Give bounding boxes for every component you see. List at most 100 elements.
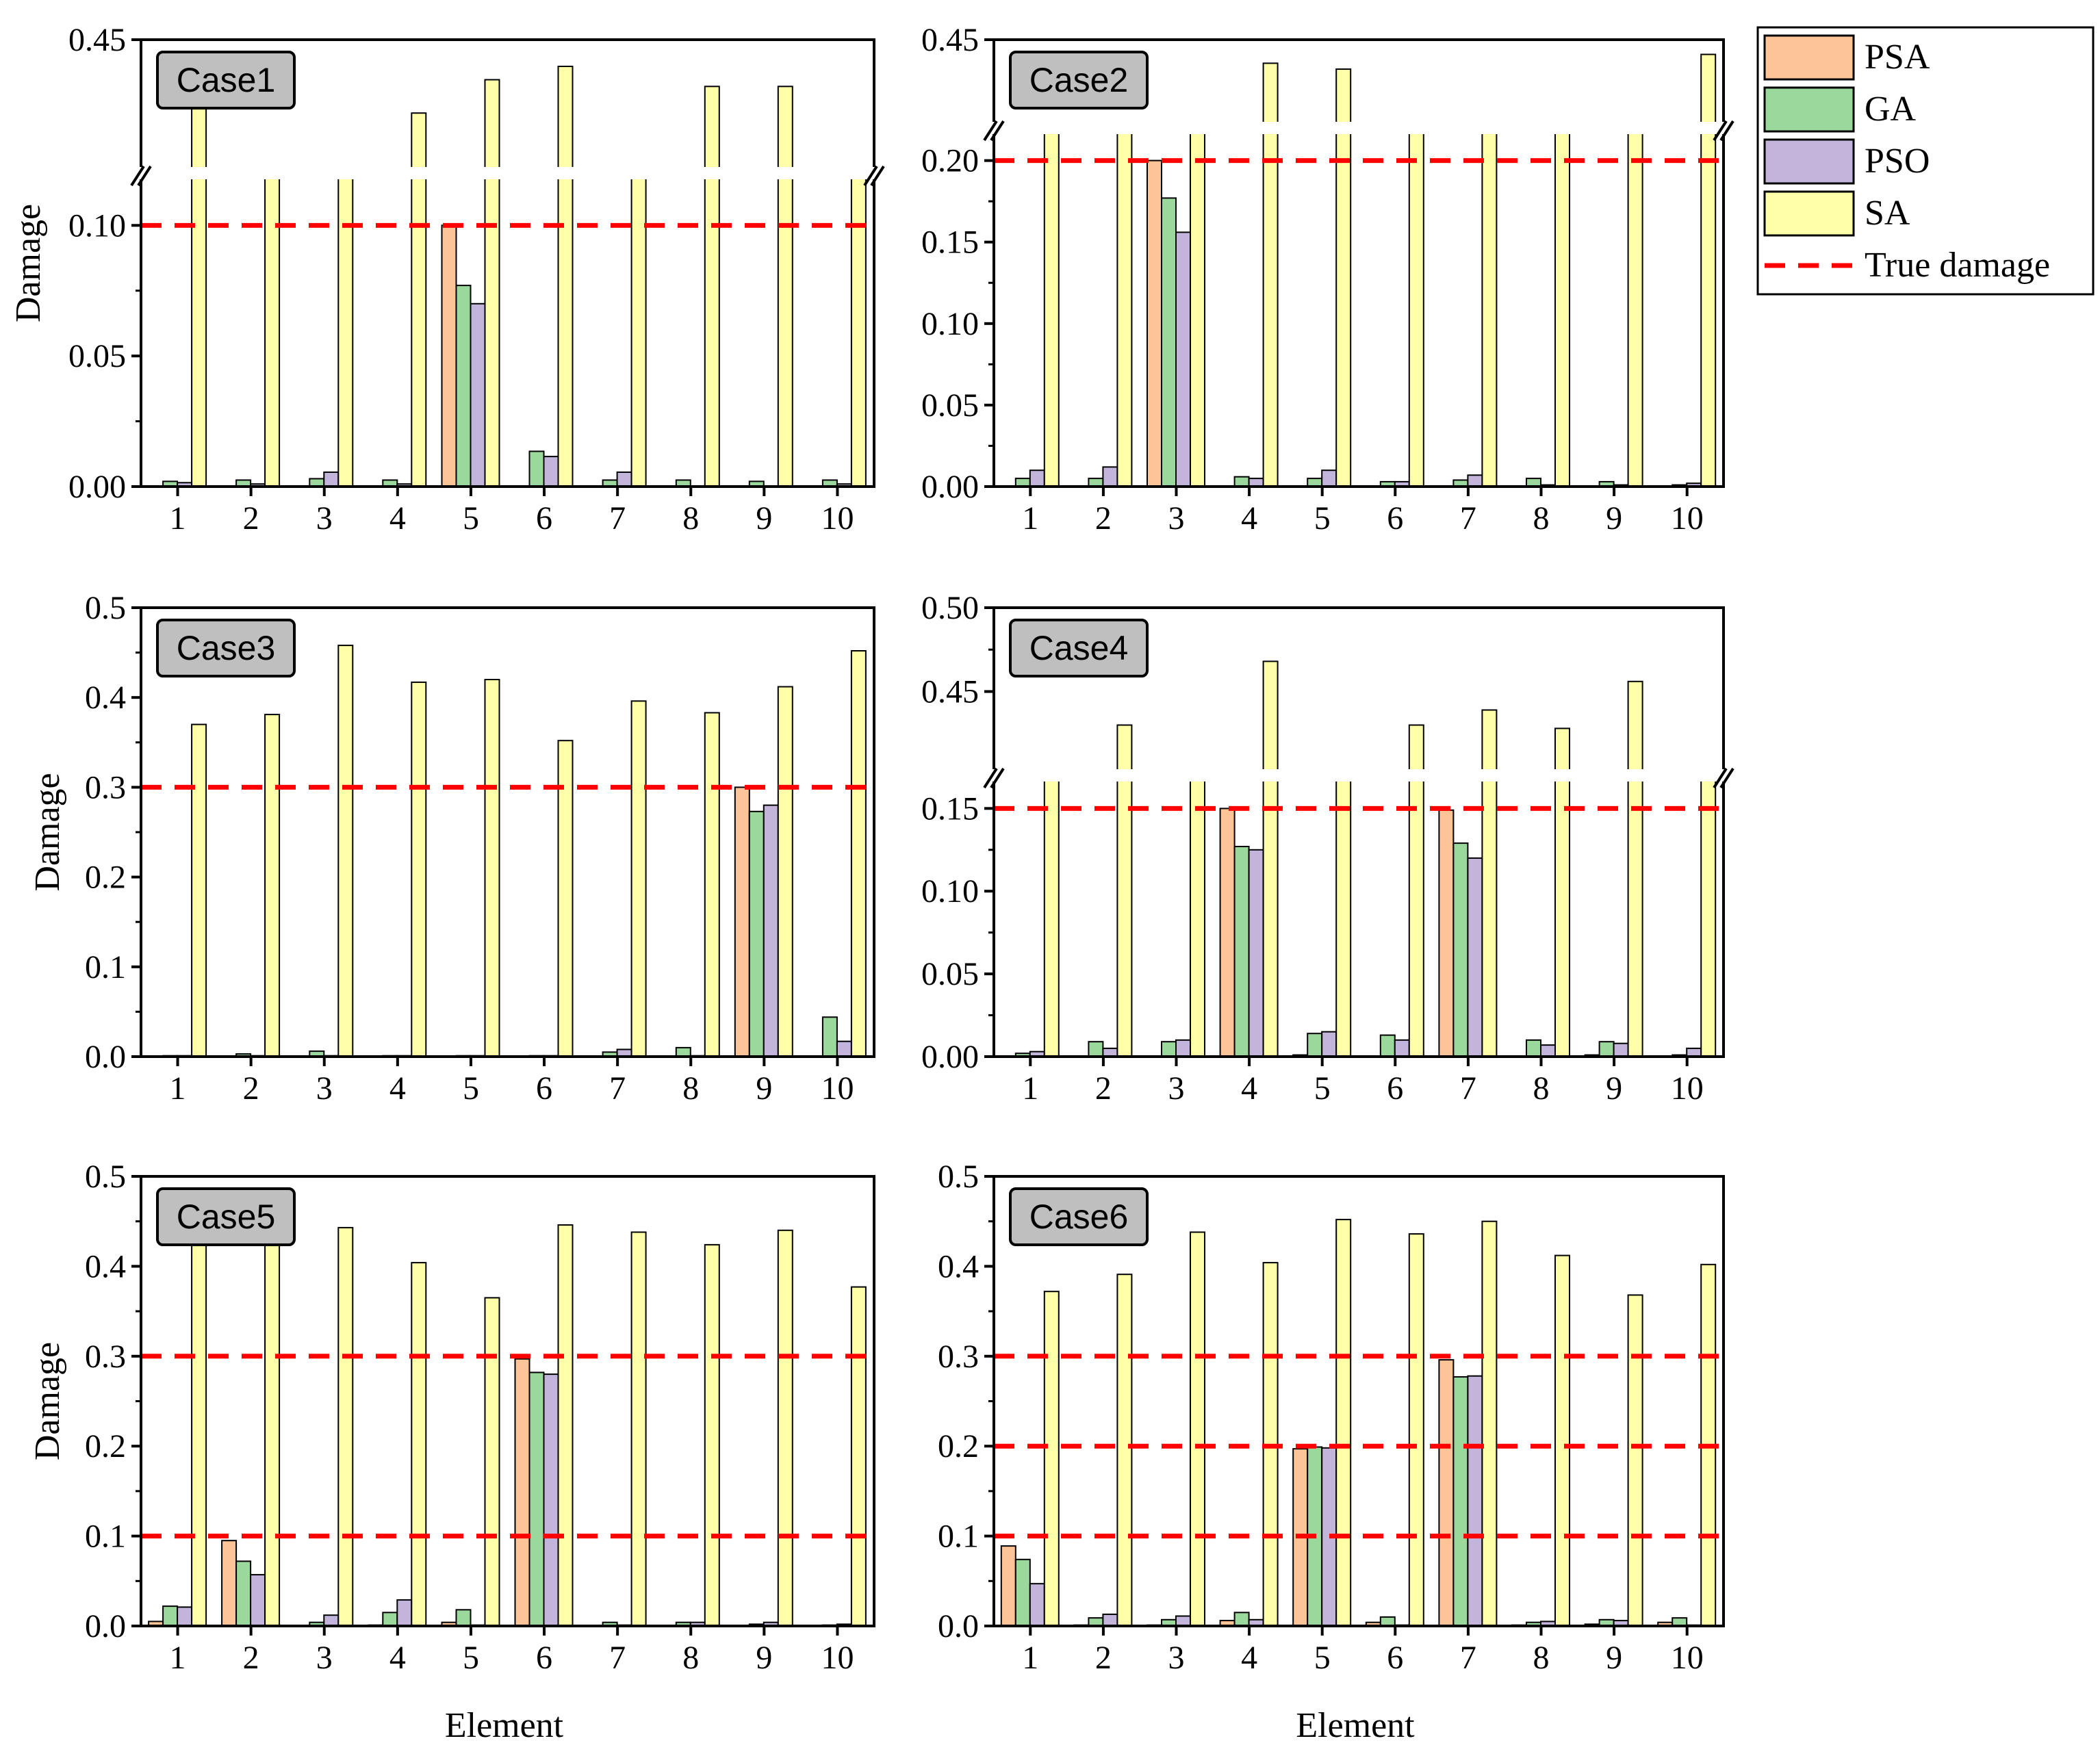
axes-frame xyxy=(993,38,1725,488)
bar-pso-3 xyxy=(1175,1615,1191,1627)
x-tick-label: 4 xyxy=(1241,1070,1257,1107)
bar-sa-9 xyxy=(1627,127,1643,487)
bars xyxy=(162,66,867,488)
legend-entry: SA xyxy=(1763,190,1910,237)
bar-sa-7 xyxy=(630,172,647,487)
y-tick-label: 0.0 xyxy=(85,1039,126,1075)
axes-frame xyxy=(140,38,875,488)
bar-ga-5 xyxy=(1307,1033,1323,1057)
bar-ga-7 xyxy=(1452,842,1469,1057)
y-tick-label: 0.45 xyxy=(921,674,979,710)
bar-sa-6 xyxy=(557,66,574,487)
y-tick-label: 0.00 xyxy=(921,469,979,505)
bar-ga-4 xyxy=(1233,476,1250,488)
y-tick-label: 0.1 xyxy=(85,1519,126,1555)
x-tick-label: 3 xyxy=(1168,1640,1185,1676)
bar-sa-3 xyxy=(337,645,354,1057)
y-tick-label: 0.0 xyxy=(85,1608,126,1644)
bar-ga-8 xyxy=(1526,1039,1541,1058)
case-title: Case2 xyxy=(1029,61,1129,99)
x-tick-label: 9 xyxy=(756,1070,772,1107)
axis-break-mark xyxy=(983,767,998,789)
legend-entry: GA xyxy=(1763,86,1917,133)
x-tick-label: 4 xyxy=(1241,1640,1257,1676)
x-tick-label: 8 xyxy=(682,1070,699,1107)
bar-ga-6 xyxy=(528,450,545,487)
bar-sa-5 xyxy=(484,79,500,487)
axis-break-gap xyxy=(984,122,1733,134)
x-tick-label: 3 xyxy=(316,1640,333,1676)
x-tick-label: 4 xyxy=(389,1640,406,1676)
bar-ga-4 xyxy=(1233,1612,1250,1627)
bar-pso-9 xyxy=(1613,1042,1629,1057)
bar-ga-6 xyxy=(528,1371,545,1627)
bar-sa-4 xyxy=(1262,660,1279,1057)
x-tick-label: 5 xyxy=(463,1070,479,1107)
x-tick-label: 9 xyxy=(1606,1070,1622,1107)
x-tick-label: 6 xyxy=(536,1070,552,1107)
legend: PSA GA PSO SA True damage xyxy=(1756,26,2095,296)
y-tick-label: 0.3 xyxy=(85,1339,126,1375)
x-tick-label: 8 xyxy=(682,500,699,537)
x-axis-title: Element xyxy=(445,1706,564,1745)
x-tick-label: 3 xyxy=(316,500,333,537)
x-tick-label: 2 xyxy=(1095,500,1112,537)
bar-sa-8 xyxy=(704,1243,720,1627)
x-tick-label: 6 xyxy=(536,1640,552,1676)
x-tick-label: 10 xyxy=(1671,1070,1704,1107)
y-tick-label: 0.10 xyxy=(68,207,126,244)
bar-sa-3 xyxy=(337,1226,354,1627)
bar-sa-3 xyxy=(337,172,354,487)
bar-sa-5 xyxy=(484,1297,500,1627)
bar-pso-6 xyxy=(1394,1039,1410,1058)
bar-sa-7 xyxy=(1481,1220,1498,1627)
bar-pso-4 xyxy=(396,1599,413,1627)
case-label: Case3 xyxy=(156,619,296,677)
bar-ga-5 xyxy=(455,285,472,487)
case-label: Case4 xyxy=(1009,619,1149,677)
legend-entry: PSA xyxy=(1763,34,1930,81)
x-tick-label: 9 xyxy=(1606,500,1622,537)
x-tick-label: 6 xyxy=(1387,500,1403,537)
bar-sa-6 xyxy=(1408,127,1424,487)
bar-sa-5 xyxy=(1335,775,1352,1057)
bar-sa-2 xyxy=(1116,1274,1133,1627)
bar-pso-5 xyxy=(1321,1031,1337,1057)
x-tick-label: 10 xyxy=(821,500,854,537)
bar-ga-5 xyxy=(455,1609,472,1627)
x-tick-label: 5 xyxy=(1314,1640,1331,1676)
legend-swatch xyxy=(1763,190,1855,237)
legend-swatch xyxy=(1763,86,1855,133)
case-title: Case1 xyxy=(177,61,276,99)
legend-label: True damage xyxy=(1865,246,2050,285)
x-axis-titles: Element Element xyxy=(445,1706,1415,1745)
panel-case4: 0.00 0.05 0.10 0.15 0.45 0.50 1 2 3 4 5 6 7 8 9 10 Case4 xyxy=(921,590,1734,1107)
x-tick-label: 7 xyxy=(609,500,626,537)
bar-ga-3 xyxy=(1161,197,1177,487)
x-tick-label: 6 xyxy=(1387,1640,1403,1676)
bar-psa-3 xyxy=(1147,159,1162,487)
x-tick-label: 8 xyxy=(1533,1640,1550,1676)
x-tick-label: 7 xyxy=(609,1640,626,1676)
bar-sa-9 xyxy=(777,1229,793,1627)
axis-break-gap xyxy=(984,769,1733,782)
bar-pso-5 xyxy=(1321,469,1337,488)
bar-psa-2 xyxy=(221,1540,238,1627)
bar-sa-1 xyxy=(191,105,207,487)
panel-case1: 0.00 0.05 0.10 0.45 1 2 3 4 5 6 7 8 9 10 Case1 Damage xyxy=(9,22,885,537)
x-tick-label: 1 xyxy=(1022,1070,1038,1107)
bar-psa-7 xyxy=(1438,809,1455,1058)
bar-sa-3 xyxy=(1190,1231,1205,1627)
bar-sa-4 xyxy=(411,1262,427,1627)
bar-sa-10 xyxy=(850,650,867,1057)
bar-sa-2 xyxy=(1116,127,1133,487)
bar-sa-9 xyxy=(1627,1294,1643,1627)
bar-pso-1 xyxy=(1029,469,1045,488)
bar-pso-2 xyxy=(250,1574,266,1627)
y-tick-label: 0.20 xyxy=(921,143,979,179)
y-tick-label: 0.3 xyxy=(85,769,126,805)
y-tick-label: 0.5 xyxy=(85,590,126,626)
x-tick-label: 2 xyxy=(1095,1070,1112,1107)
bar-pso-2 xyxy=(1102,1613,1118,1627)
bar-sa-9 xyxy=(777,686,793,1057)
